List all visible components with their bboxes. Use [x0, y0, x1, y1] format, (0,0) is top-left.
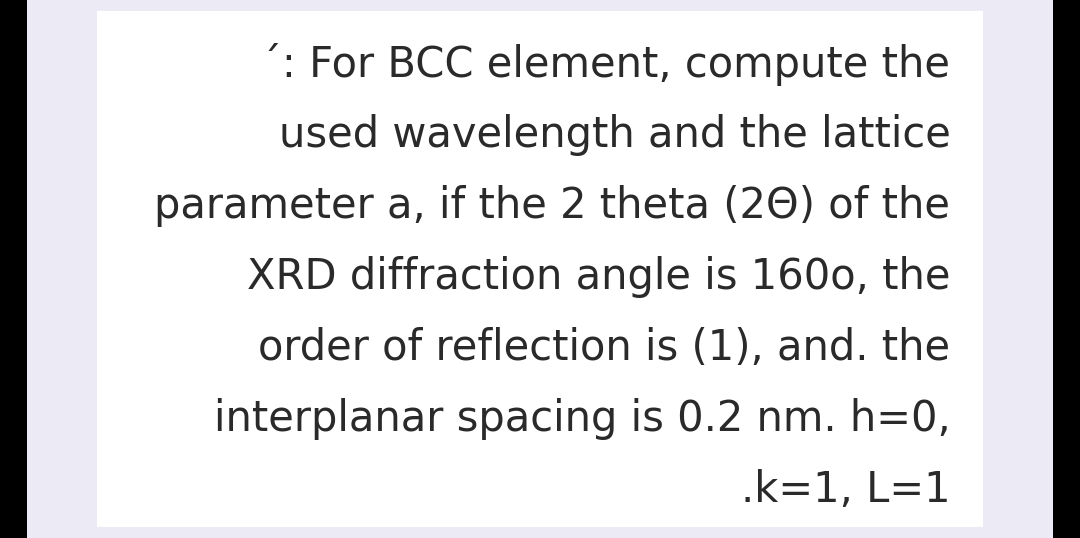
Text: interplanar spacing is 0.2 nm. h=0,: interplanar spacing is 0.2 nm. h=0, [214, 398, 950, 440]
Text: used wavelength and the lattice: used wavelength and the lattice [279, 115, 950, 157]
Text: .k=1, L=1: .k=1, L=1 [741, 469, 950, 511]
Text: order of reflection is (1), and. the: order of reflection is (1), and. the [258, 327, 950, 369]
Text: XRD diffraction angle is 160o, the: XRD diffraction angle is 160o, the [247, 256, 950, 298]
Text: ´: For BCC element, compute the: ´: For BCC element, compute the [261, 43, 950, 86]
Text: parameter a, if the 2 theta (2Θ) of the: parameter a, if the 2 theta (2Θ) of the [154, 185, 950, 227]
Bar [0, 0, 27, 538]
Bar [97, 11, 983, 527]
Bar [1053, 0, 1080, 538]
